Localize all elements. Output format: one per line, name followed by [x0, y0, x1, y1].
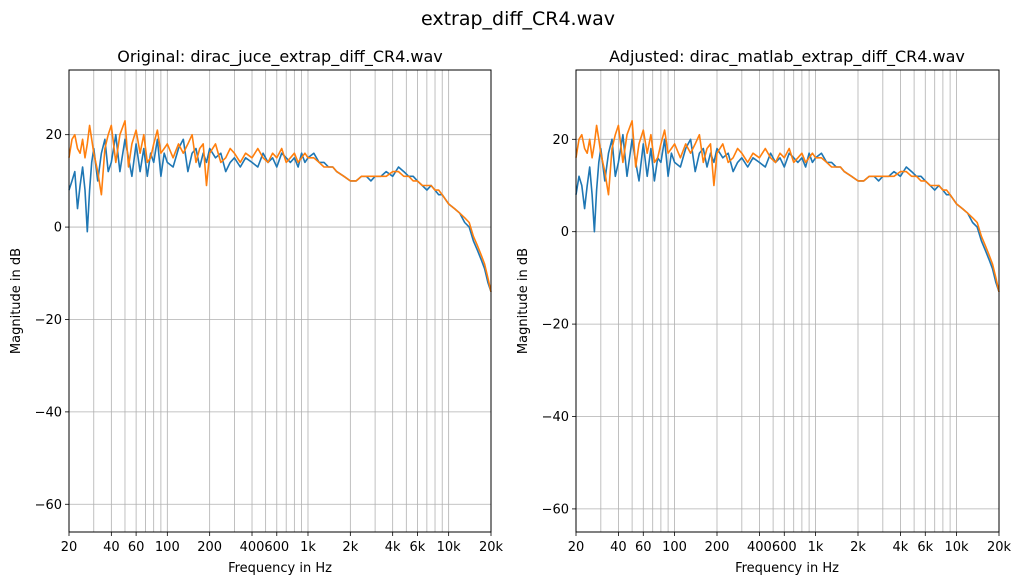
x-tick-label: 60	[128, 540, 145, 555]
subplot-original-frame	[68, 69, 492, 533]
x-tick-label: 100	[662, 540, 687, 555]
x-tick-label: 600	[772, 540, 797, 555]
subplot-original-series	[68, 120, 492, 293]
x-tick-label: 40	[610, 540, 627, 555]
series-line-1	[68, 133, 492, 293]
x-tick-label: 6k	[917, 540, 933, 555]
x-tick-label: 600	[264, 540, 289, 555]
subplot-adjusted-frame	[575, 69, 1000, 533]
y-tick-label: 0	[54, 221, 62, 236]
subplot-adjusted-y-ticks: 20 0 −20 −40 −60	[542, 133, 576, 517]
subplot-adjusted-grid	[575, 70, 1000, 532]
subplot-adjusted-xlabel: Frequency in Hz	[735, 561, 839, 576]
x-tick-label: 4k	[893, 540, 909, 555]
x-tick-label: 20k	[479, 540, 504, 555]
x-tick-label: 2k	[850, 540, 866, 555]
subplot-adjusted-title: Adjusted: dirac_matlab_extrap_diff_CR4.w…	[609, 47, 965, 67]
subplot-original: 20 40 60 100 200 400 600 1k 2k 4k 6k 10k 20k 200−20−…	[9, 47, 504, 576]
y-tick-label: 20	[552, 133, 569, 148]
y-tick-label: 20	[45, 128, 62, 143]
subplot-adjusted-ylabel: Magnitude in dB	[516, 248, 531, 354]
x-tick-label: 400	[747, 540, 772, 555]
figure-title: extrap_diff_CR4.wav	[421, 8, 615, 30]
y-tick-label: −60	[35, 498, 62, 513]
y-tick-label: −20	[542, 318, 569, 333]
subplot-adjusted-series	[575, 120, 1000, 293]
subplot-original-xlabel: Frequency in Hz	[228, 561, 332, 576]
x-tick-label: 400	[240, 540, 265, 555]
subplot-original-ylabel: Magnitude in dB	[9, 248, 24, 354]
x-tick-label: 100	[155, 540, 180, 555]
x-tick-label: 60	[635, 540, 652, 555]
x-tick-label: 20	[568, 540, 585, 555]
y-tick-label: −60	[542, 502, 569, 517]
subplot-original-title: Original: dirac_juce_extrap_diff_CR4.wav	[117, 47, 442, 67]
x-tick-label: 200	[705, 540, 730, 555]
x-tick-label: 4k	[385, 540, 401, 555]
y-tick-label: −20	[35, 313, 62, 328]
x-tick-label: 1k	[300, 540, 316, 555]
series-line-2	[575, 120, 1000, 292]
x-tick-label: 10k	[437, 540, 462, 555]
subplot-adjusted-x-ticks: 20 40 60 100 200 400 600 1k 2k 4k 6k 10k 20k	[568, 532, 1012, 555]
x-tick-label: 6k	[410, 540, 426, 555]
x-tick-label: 200	[197, 540, 222, 555]
subplot-original-x-ticks: 20 40 60 100 200 400 600 1k 2k 4k 6k 10k 20k	[61, 532, 504, 555]
y-tick-label: 0	[561, 225, 569, 240]
x-tick-label: 2k	[342, 540, 358, 555]
x-tick-label: 40	[103, 540, 120, 555]
series-line-1	[575, 133, 1000, 293]
y-tick-label: −40	[35, 405, 62, 420]
series-line-2	[68, 120, 492, 292]
subplot-adjusted: 20 40 60 100 200 400 600 1k 2k 4k 6k 10k 20k 200−20−…	[516, 47, 1012, 576]
x-tick-label: 10k	[945, 540, 970, 555]
subplot-original-y-ticks: 20 0 −20 −40 −60	[35, 128, 69, 513]
y-tick-label: −40	[542, 410, 569, 425]
subplot-original-grid	[68, 70, 492, 532]
x-tick-label: 20k	[987, 540, 1012, 555]
x-tick-label: 1k	[808, 540, 824, 555]
x-tick-label: 20	[61, 540, 78, 555]
